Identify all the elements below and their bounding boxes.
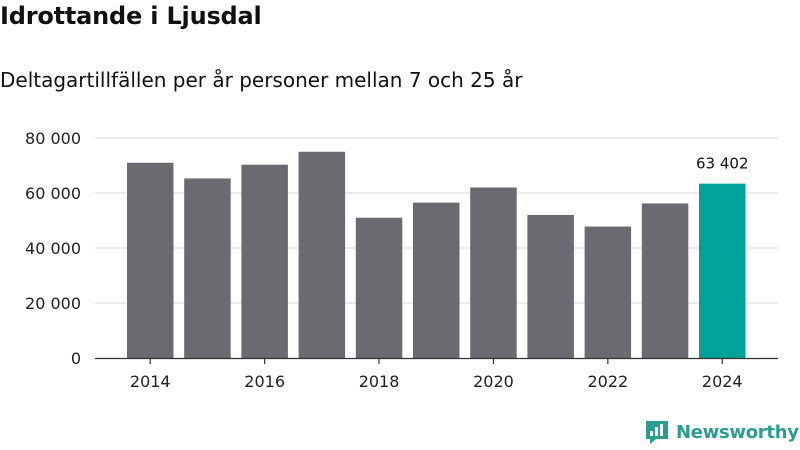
data-labels: 63 402 <box>696 155 749 173</box>
x-tick-label: 2022 <box>587 372 628 391</box>
bar-2015 <box>184 178 231 358</box>
bar-2014 <box>127 162 174 358</box>
chart-title: Idrottande i Ljusdal <box>0 2 262 30</box>
bar-2016 <box>241 164 288 358</box>
y-tick-label: 0 <box>71 349 81 368</box>
x-tick-label: 2014 <box>130 372 171 391</box>
y-axis-tick-labels: 0 20 000 40 000 60 000 80 000 <box>25 129 81 368</box>
y-tick-label: 20 000 <box>25 294 81 313</box>
data-label-2024: 63 402 <box>696 155 749 173</box>
y-tick-label: 40 000 <box>25 239 81 258</box>
x-axis <box>95 357 778 364</box>
bar-2024 <box>699 183 746 358</box>
newsworthy-logo-icon <box>646 421 668 444</box>
bar-2019 <box>413 202 460 358</box>
bar-2023 <box>641 203 689 358</box>
x-tick-label: 2024 <box>702 372 743 391</box>
bar-2021 <box>527 215 574 358</box>
x-axis-tick-labels: 2014 2016 2018 2020 2022 2024 <box>130 372 743 391</box>
chart-subtitle: Deltagartillfällen per år personer mella… <box>0 68 523 92</box>
bar-2018 <box>355 217 403 358</box>
newsworthy-brand: Newsworthy <box>644 419 799 445</box>
bar-2022 <box>584 226 632 358</box>
bar-2020 <box>470 187 517 358</box>
x-tick-label: 2016 <box>244 372 285 391</box>
y-tick-label: 60 000 <box>25 184 81 203</box>
brand-name: Newsworthy <box>676 421 799 443</box>
bar-2017 <box>298 151 346 358</box>
y-tick-label: 80 000 <box>25 129 81 148</box>
x-tick-label: 2018 <box>359 372 400 391</box>
bars <box>127 151 746 358</box>
x-tick-label: 2020 <box>473 372 514 391</box>
